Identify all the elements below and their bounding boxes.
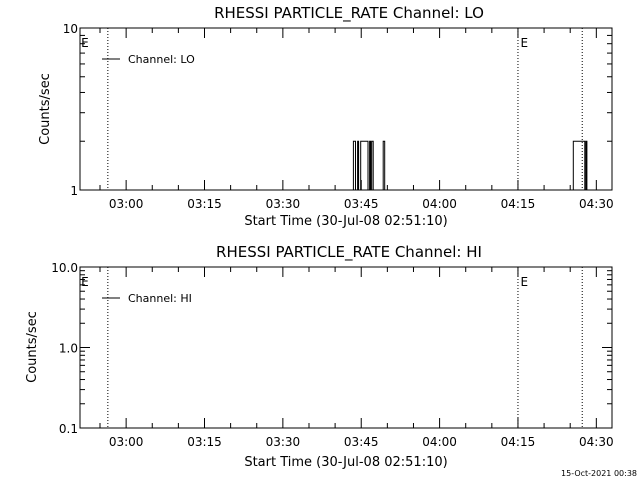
x-tick-label: 04:00 — [422, 435, 457, 449]
hi-y-axis-label: Counts/sec — [25, 311, 40, 383]
y-tick-label: 10.0 — [51, 261, 78, 275]
x-tick-label: 03:45 — [344, 197, 379, 211]
x-tick-label: 04:15 — [501, 197, 536, 211]
x-tick-label: 04:30 — [579, 197, 614, 211]
x-tick-label: 04:00 — [422, 197, 457, 211]
hi-chart-title: RHESSI PARTICLE_RATE Channel: HI — [216, 243, 482, 262]
generation-timestamp: 15-Oct-2021 00:38 — [561, 469, 637, 478]
x-tick-label: 03:15 — [187, 197, 222, 211]
lo-chart-title: RHESSI PARTICLE_RATE Channel: LO — [214, 4, 484, 23]
hi-legend: Channel: HI — [102, 292, 192, 305]
hi-x-axis-label: Start Time (30-Jul-08 02:51:10) — [244, 455, 447, 470]
x-tick-label: 03:15 — [187, 435, 222, 449]
lo-x-ticks: 03:00 03:15 03:30 03:45 04:00 04:15 04:30 — [99, 28, 614, 211]
hi-y-ticks: 0.1 1.0 10.0 — [51, 261, 612, 436]
x-tick-label: 03:45 — [344, 435, 379, 449]
lo-y-ticks: 1 10 — [63, 22, 612, 198]
y-tick-label: 1.0 — [59, 342, 78, 356]
lo-data-series — [352, 140, 588, 191]
x-tick-label: 03:30 — [266, 435, 301, 449]
series-line — [352, 140, 588, 191]
x-tick-label: 04:30 — [579, 435, 614, 449]
y-tick-label: 10 — [63, 22, 78, 36]
y-tick-label: 1 — [70, 184, 78, 198]
lo-plot-frame — [79, 27, 613, 191]
hi-x-ticks: 03:00 03:15 03:30 03:45 04:00 04:15 04:30 — [99, 267, 614, 449]
event-label: E — [521, 36, 529, 50]
event-label: E — [81, 275, 89, 289]
lo-legend: Channel: LO — [102, 53, 195, 66]
x-tick-label: 03:00 — [109, 197, 144, 211]
x-tick-label: 04:15 — [501, 435, 536, 449]
hi-channel-panel: RHESSI PARTICLE_RATE Channel: HI Counts/… — [25, 243, 614, 470]
x-tick-label: 03:00 — [109, 435, 144, 449]
hi-legend-label: Channel: HI — [128, 292, 192, 305]
event-label: E — [81, 36, 89, 50]
lo-channel-panel: RHESSI PARTICLE_RATE Channel: LO Counts/… — [38, 4, 614, 229]
x-tick-label: 03:30 — [266, 197, 301, 211]
lo-x-axis-label: Start Time (30-Jul-08 02:51:10) — [244, 214, 447, 229]
lo-legend-label: Channel: LO — [128, 53, 195, 66]
lo-y-axis-label: Counts/sec — [38, 73, 53, 145]
y-tick-label: 0.1 — [59, 422, 78, 436]
event-label: E — [521, 275, 529, 289]
